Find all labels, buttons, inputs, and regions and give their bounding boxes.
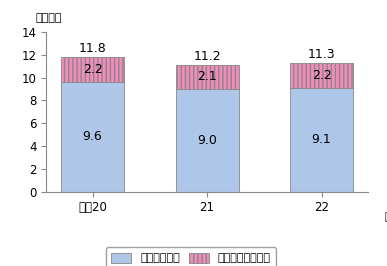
Text: 11.2: 11.2 <box>193 50 221 63</box>
Bar <box>290 63 353 88</box>
Text: 2.1: 2.1 <box>197 70 217 84</box>
Text: 2.2: 2.2 <box>83 63 103 76</box>
Bar <box>176 65 238 89</box>
Text: （年）: （年） <box>385 212 387 222</box>
Legend: 一次流通市場, マルチユース市場: 一次流通市場, マルチユース市場 <box>106 247 276 266</box>
Text: （兆円）: （兆円） <box>35 13 62 23</box>
Text: 9.1: 9.1 <box>312 133 331 146</box>
Bar <box>61 82 124 192</box>
Bar <box>176 89 238 192</box>
Text: 9.0: 9.0 <box>197 134 217 147</box>
Text: 11.3: 11.3 <box>308 48 336 61</box>
Bar <box>290 88 353 192</box>
Text: 9.6: 9.6 <box>83 130 103 143</box>
Text: 11.8: 11.8 <box>79 42 106 55</box>
Bar <box>61 57 124 82</box>
Text: 2.2: 2.2 <box>312 69 331 82</box>
